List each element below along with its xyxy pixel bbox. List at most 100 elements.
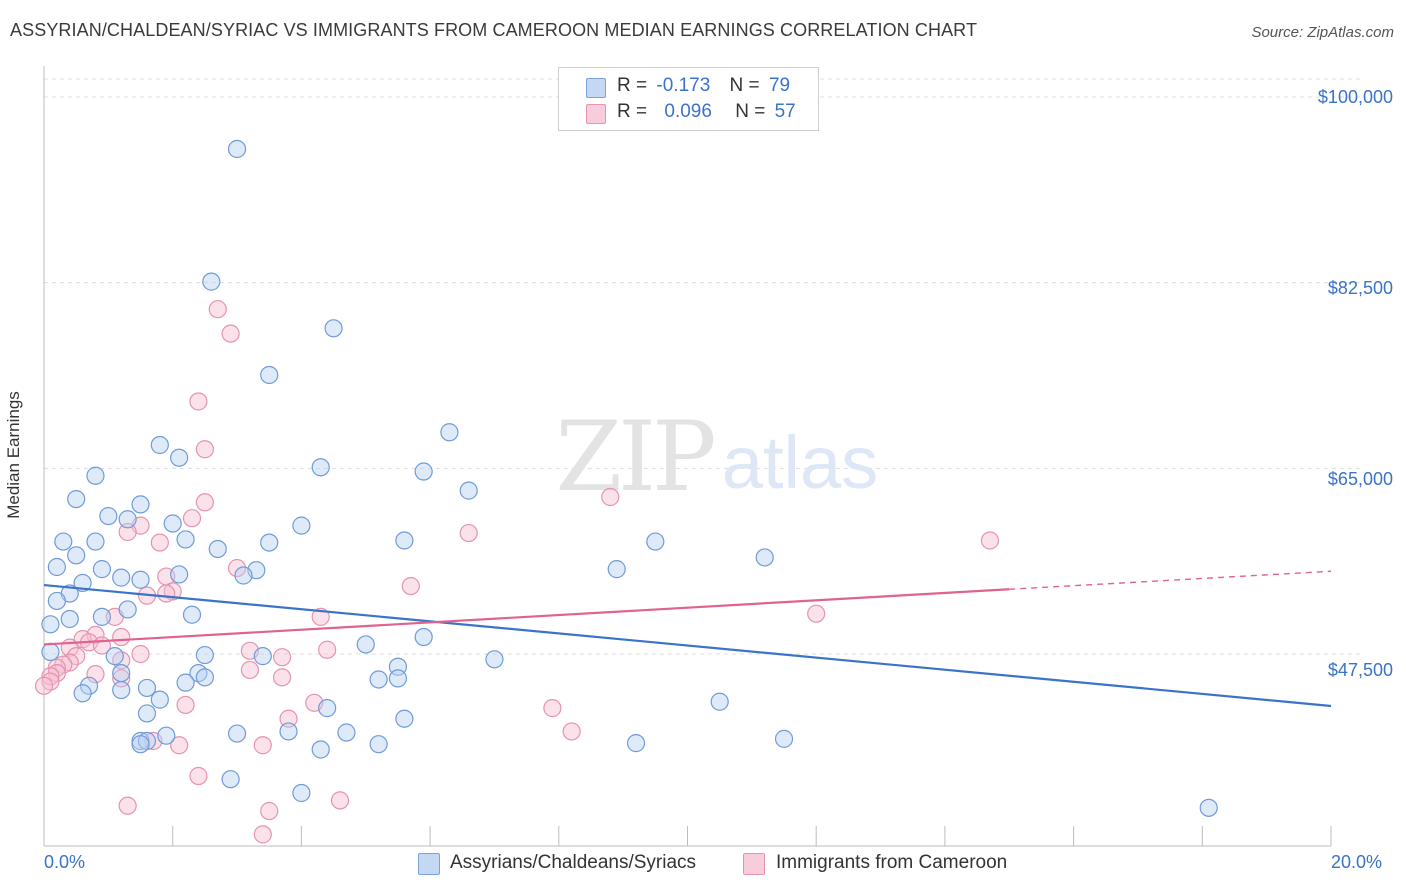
legend-n-label: N =: [729, 75, 760, 96]
data-point: [234, 566, 253, 585]
data-point: [41, 667, 60, 686]
data-point: [324, 319, 343, 338]
data-point: [118, 600, 137, 619]
data-point: [414, 462, 433, 481]
data-point: [292, 516, 311, 535]
data-point: [369, 670, 388, 689]
data-point: [112, 680, 131, 700]
data-point: [137, 678, 157, 698]
data-point: [131, 495, 150, 514]
data-point: [774, 729, 794, 748]
data-point: [646, 532, 665, 551]
data-point: [176, 530, 195, 549]
data-point: [221, 324, 240, 343]
data-point: [318, 640, 337, 659]
trend-lines: [43, 570, 1332, 708]
legend-n-value: 57: [774, 101, 796, 122]
data-point: [112, 568, 131, 587]
data-point: [292, 783, 311, 803]
data-point: [253, 647, 272, 666]
data-point: [272, 648, 292, 667]
data-point: [112, 627, 131, 647]
data-point: [131, 644, 150, 664]
data-point: [311, 607, 330, 626]
data-point: [311, 458, 330, 477]
data-point: [105, 647, 124, 666]
data-point: [272, 668, 292, 687]
svg-text:atlas: atlas: [722, 421, 878, 504]
data-point: [47, 557, 66, 577]
legend-r-label: R =: [617, 75, 648, 96]
data-point: [208, 539, 227, 559]
series-assyrians-chaldeans-syriacs: [41, 139, 1218, 817]
data-point: [395, 709, 414, 728]
legend-r-value: 0.096: [664, 101, 712, 122]
data-point: [182, 509, 202, 528]
data-point: [157, 584, 176, 603]
data-point: [356, 635, 375, 654]
trend-line-blue: [43, 583, 1332, 708]
data-point: [150, 435, 169, 455]
data-point: [195, 645, 214, 665]
legend-r-value: -0.173: [656, 75, 711, 96]
legend-n-label: N =: [735, 101, 766, 122]
data-point: [260, 801, 279, 821]
data-point: [202, 272, 221, 291]
data-point: [54, 532, 73, 551]
bottom-legend-label-blue: Assyrians/Chaldeans/Syriacs: [450, 852, 697, 873]
data-point: [150, 690, 169, 709]
data-point: [240, 660, 260, 680]
data-point: [131, 570, 150, 589]
data-point: [279, 709, 298, 728]
data-point: [807, 604, 826, 623]
trend-line-pink: [43, 588, 1010, 646]
data-point: [60, 609, 79, 629]
data-point: [163, 514, 182, 533]
data-point: [73, 684, 92, 703]
data-point: [1199, 798, 1218, 817]
data-point: [626, 734, 646, 753]
data-point: [562, 722, 581, 741]
bottom-legend-swatch-blue: [418, 853, 440, 875]
data-point: [755, 548, 774, 567]
data-point: [318, 699, 337, 718]
data-point: [369, 735, 388, 754]
data-point: [131, 735, 150, 754]
y-tick-label: $47,500: [1327, 660, 1393, 680]
data-point: [195, 668, 214, 687]
data-point: [86, 466, 105, 485]
y-tick-label: $65,000: [1327, 469, 1393, 489]
x-tick-label: 20.0%: [1331, 852, 1383, 872]
data-point: [170, 736, 189, 755]
data-point: [182, 605, 202, 624]
legend: R = -0.173 N = 79 R = 0.096 N = 57: [558, 67, 819, 131]
data-point: [459, 481, 478, 500]
data-point: [137, 704, 157, 723]
chart-title: ASSYRIAN/CHALDEAN/SYRIAC VS IMMIGRANTS F…: [10, 20, 978, 40]
data-point: [980, 531, 1000, 550]
y-tick-label: $100,000: [1317, 87, 1393, 107]
data-point: [86, 532, 105, 551]
data-point: [189, 392, 208, 411]
data-point: [253, 825, 272, 844]
data-point: [543, 699, 562, 718]
data-point: [34, 676, 54, 695]
data-point: [189, 766, 208, 786]
data-point: [388, 669, 408, 688]
x-tick-label: 0.0%: [44, 852, 86, 872]
data-point: [414, 627, 433, 647]
data-point: [227, 558, 247, 578]
data-point: [118, 796, 137, 815]
data-point: [170, 565, 189, 584]
svg-text:ZIP: ZIP: [555, 401, 714, 513]
data-point: [41, 615, 60, 634]
data-point: [92, 560, 112, 579]
data-point: [208, 300, 227, 319]
axes: [43, 66, 1332, 847]
data-point: [47, 591, 66, 611]
data-point: [118, 522, 137, 542]
data-point: [253, 736, 272, 755]
data-point: [601, 487, 620, 507]
legend-swatch-pink: [586, 104, 606, 124]
